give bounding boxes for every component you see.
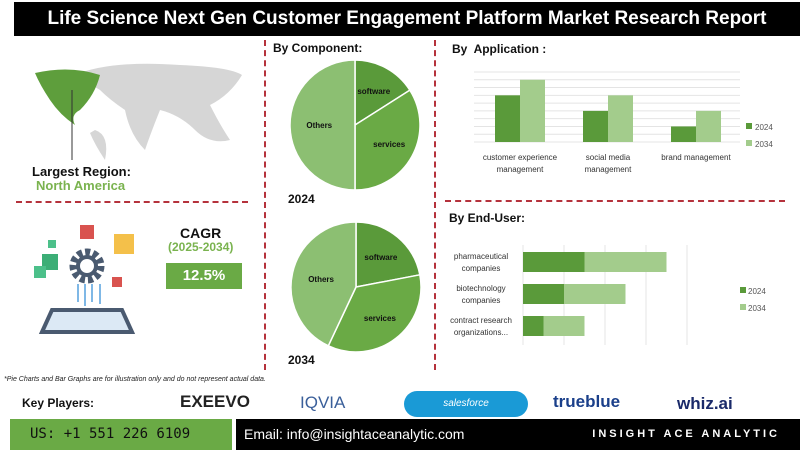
phone-number: US: +1 551 226 6109 <box>10 419 232 450</box>
bar-2034 <box>564 284 626 304</box>
component-pie-charts: software services Others software services Ot… <box>289 59 422 353</box>
legend-label: 2024 <box>755 123 773 132</box>
salesforce-logo: salesforce <box>404 391 528 417</box>
bar-2024 <box>583 110 608 142</box>
pie-label: Others <box>308 275 334 284</box>
legend-swatch <box>746 123 752 129</box>
exeevo-logo: EXEEVO <box>180 392 250 411</box>
trueblue-logo: trueblue <box>553 392 621 411</box>
bar-2034 <box>543 316 585 336</box>
divider <box>264 40 266 370</box>
cagr-label: CAGR <box>180 225 222 241</box>
legend-swatch <box>746 140 752 146</box>
category-label: companies <box>462 296 501 305</box>
brand-name: INSIGHT ACE ANALYTIC <box>592 428 780 440</box>
divider <box>434 40 436 370</box>
pie-label: software <box>364 253 397 262</box>
component-heading: By Component: <box>273 41 363 55</box>
bar-2024 <box>523 284 564 304</box>
category-label: contract research <box>450 316 512 325</box>
pie-slice-others <box>289 59 356 191</box>
legend-label: 2034 <box>748 304 766 313</box>
pie-label: services <box>364 314 397 323</box>
bar-2034 <box>584 252 667 272</box>
category-label: brand management <box>661 153 731 162</box>
pie-slice-services <box>354 89 421 191</box>
pie-label: software <box>357 87 390 96</box>
pie-slice-software <box>354 59 411 127</box>
pie-year-2024: 2024 <box>288 192 315 206</box>
pie-slice-services <box>327 273 422 353</box>
bar-2024 <box>495 95 520 142</box>
legend-label: 2034 <box>755 140 773 149</box>
enduser-heading: By End-User: <box>449 211 526 225</box>
pie-year-2034: 2034 <box>288 353 315 367</box>
world-map-icon <box>35 63 242 160</box>
enduser-bar-chart: pharmaceutical companies biotechnology comp… <box>450 245 766 345</box>
cagr-period: (2025-2034) <box>168 240 234 254</box>
bar-2034 <box>608 95 633 142</box>
category-label: biotechnology <box>456 284 505 293</box>
pie-label: services <box>373 140 406 149</box>
cagr-value: 12.5% <box>166 263 242 289</box>
pie-label: Others <box>306 121 332 130</box>
legend-swatch <box>740 287 746 293</box>
category-label: management <box>585 165 632 174</box>
disclaimer-note: *Pie Charts and Bar Graphs are for illus… <box>4 376 266 383</box>
category-label: customer experience <box>483 153 558 162</box>
legend-swatch <box>740 304 746 310</box>
iqvia-logo: IQVIA <box>300 393 346 412</box>
bar-2034 <box>696 110 721 142</box>
largest-region-value: North America <box>36 178 126 193</box>
application-heading: By Application : <box>452 42 547 56</box>
gear-tablet-icon <box>34 225 136 334</box>
bar-2034 <box>520 79 545 142</box>
bar-2024 <box>671 126 696 142</box>
application-bar-chart: customer experience management social medi… <box>474 71 773 174</box>
category-label: social media <box>586 153 631 162</box>
category-label: pharmaceutical <box>454 252 508 261</box>
legend-label: 2024 <box>748 287 766 296</box>
category-label: organizations... <box>454 328 508 337</box>
bar-2024 <box>523 316 544 336</box>
divider <box>445 200 785 202</box>
divider <box>16 201 248 203</box>
key-players-label: Key Players: <box>22 396 95 410</box>
email-address: Email: info@insightaceanalytic.com <box>236 419 800 450</box>
whizai-logo: whiz.ai <box>677 394 733 413</box>
category-label: management <box>497 165 544 174</box>
category-label: companies <box>462 264 501 273</box>
pie-slice-others <box>290 221 357 347</box>
report-title: Life Science Next Gen Customer Engagemen… <box>14 2 800 36</box>
bar-2024 <box>523 252 585 272</box>
pie-slice-software <box>355 221 421 288</box>
largest-region-label: Largest Region: <box>32 164 131 179</box>
